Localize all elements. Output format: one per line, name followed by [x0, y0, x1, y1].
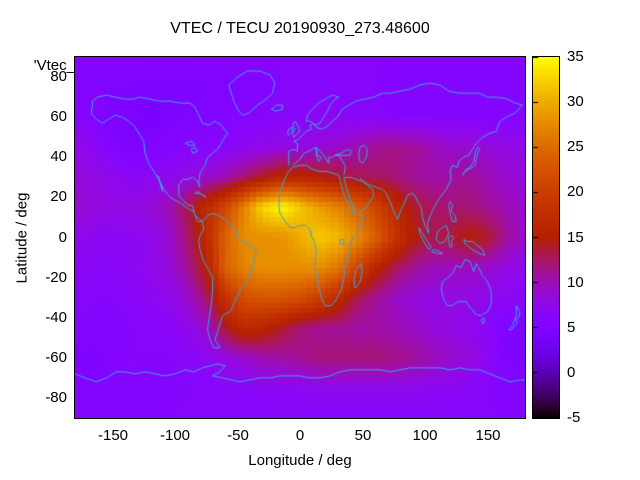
- x-axis-title: Longitude / deg: [248, 452, 352, 469]
- x-tick-label: -150: [97, 427, 129, 444]
- heatmap-canvas: [75, 57, 525, 418]
- y-tick-label: 40: [50, 148, 67, 165]
- y-tick-label: 0: [58, 229, 67, 246]
- series-key-label: 'Vtec_: [33, 57, 75, 74]
- colorbar-tick-label: 5: [567, 319, 576, 336]
- colorbar-tick-label: 35: [567, 48, 584, 65]
- x-tick-label: 150: [475, 427, 501, 444]
- colorbar-tick-label: -5: [567, 409, 581, 426]
- y-tick-label: -20: [45, 269, 67, 286]
- x-tick-label: 50: [354, 427, 372, 444]
- y-tick-label: -40: [45, 309, 67, 326]
- y-tick-label: 60: [50, 108, 67, 125]
- x-tick-label: -50: [227, 427, 249, 444]
- x-tick-label: -100: [159, 427, 191, 444]
- plot-area: [74, 56, 526, 419]
- y-tick-label: -60: [45, 349, 67, 366]
- colorbar-tick-label: 30: [567, 93, 584, 110]
- x-tick-label: 100: [412, 427, 438, 444]
- y-tick-label: 80: [50, 68, 67, 85]
- colorbar-tick-label: 0: [567, 364, 576, 381]
- colorbar-tick-label: 15: [567, 229, 584, 246]
- colorbar: [532, 56, 560, 419]
- colorbar-tick-label: 20: [567, 183, 584, 200]
- colorbar-tick-label: 25: [567, 138, 584, 155]
- x-tick-label: 0: [295, 427, 305, 444]
- chart-title: VTEC / TECU 20190930_273.48600: [170, 20, 430, 37]
- colorbar-tick-label: 10: [567, 274, 584, 291]
- y-tick-label: 20: [50, 188, 67, 205]
- y-tick-label: -80: [45, 389, 67, 406]
- colorbar-canvas: [533, 57, 559, 418]
